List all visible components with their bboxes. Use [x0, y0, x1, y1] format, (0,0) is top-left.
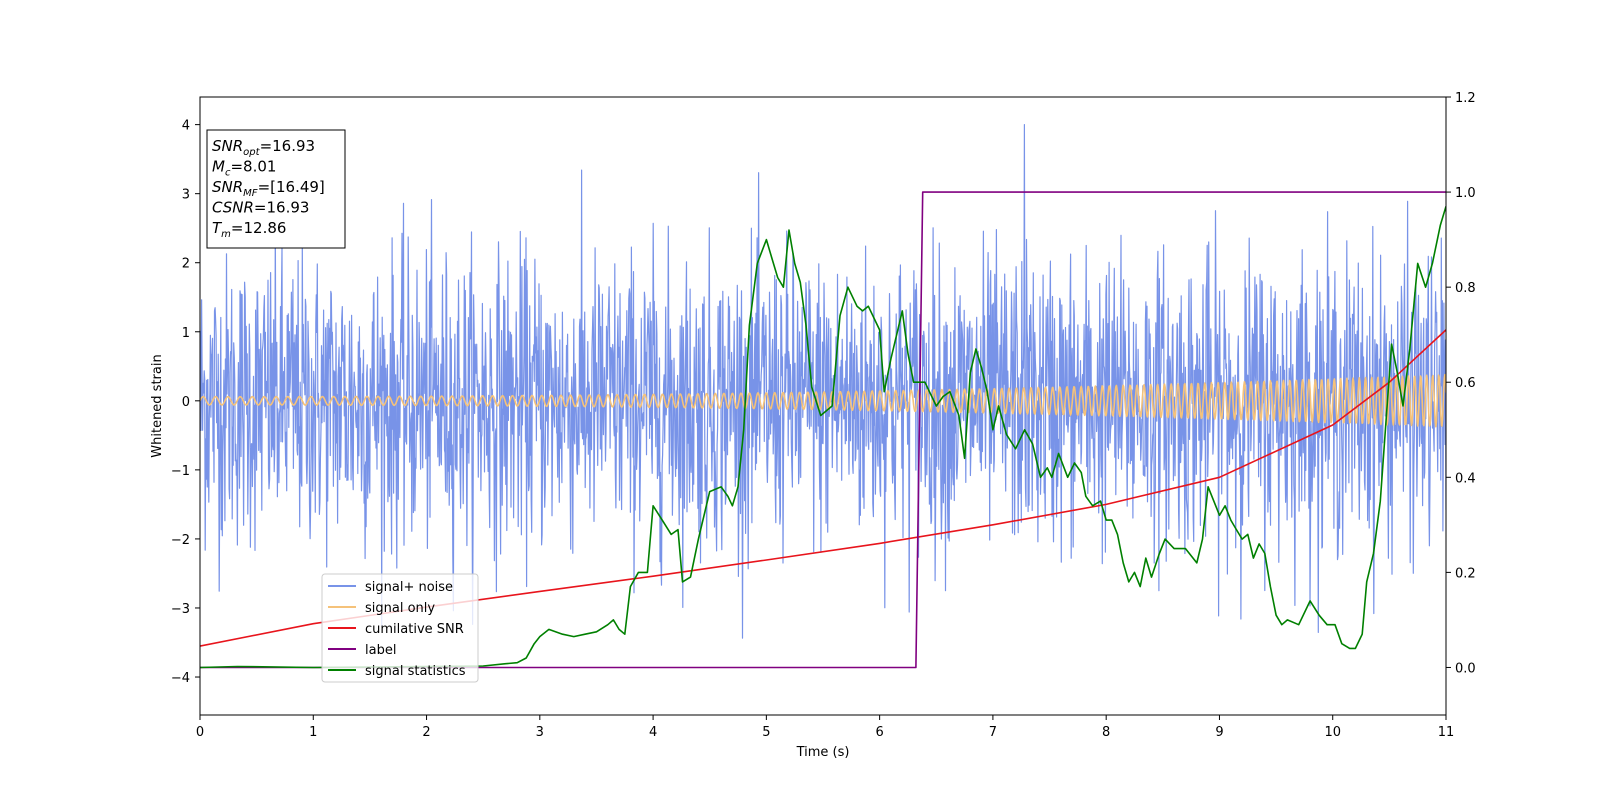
y-tick-label: −4: [171, 671, 190, 686]
annotation-line: CSNR=16.93: [212, 199, 309, 217]
x-tick-label: 1: [309, 725, 317, 740]
x-tick-label: 10: [1324, 725, 1341, 740]
annotation-line: SNRMF=[16.49]: [212, 178, 325, 199]
legend-entry: cumilative SNR: [365, 622, 464, 637]
y-tick-label: 4: [182, 119, 190, 134]
annotation-line: Mc=8.01: [212, 158, 276, 179]
annotation-frame: [206, 129, 346, 249]
x-tick-label: 4: [649, 725, 657, 740]
y-tick-label: −2: [171, 533, 190, 548]
legend: signal+ noise signal only cumilative SNR la…: [321, 573, 479, 683]
series-line-1: [200, 373, 1446, 428]
y2-tick-label: 1.0: [1455, 186, 1476, 201]
y2-tick-label: 0.2: [1455, 566, 1476, 581]
x-axis-label: Time (s): [796, 745, 850, 760]
annotation-line: SNRopt=16.93: [212, 137, 315, 158]
x-tick-label: 11: [1438, 725, 1455, 740]
x-tick-label: 8: [1102, 725, 1110, 740]
x-tick-label: 2: [422, 725, 430, 740]
x-tick-label: 9: [1215, 725, 1223, 740]
y-axis-left: −4 −3 −2 −1 0 1 2 3 4: [171, 119, 200, 686]
series-line-0: [200, 124, 1446, 639]
legend-entry: signal statistics: [365, 664, 466, 679]
x-tick-label: 5: [762, 725, 770, 740]
y2-tick-label: 0.8: [1455, 281, 1476, 296]
y-tick-label: 1: [182, 326, 190, 341]
y-axis-label: Whitened strain: [150, 354, 165, 457]
y-tick-label: −1: [171, 464, 190, 479]
y2-tick-label: 0.0: [1455, 661, 1476, 676]
y2-tick-label: 0.4: [1455, 471, 1476, 486]
y-tick-label: 0: [182, 395, 190, 410]
series-line-4: [200, 206, 1446, 669]
x-tick-label: 3: [536, 725, 544, 740]
annotation-box: SNRopt=16.93Mc=8.01SNRMF=[16.49]CSNR=16.…: [206, 129, 346, 249]
y-tick-label: −3: [171, 602, 190, 617]
plot-frame: [199, 96, 1447, 716]
series-line-3: [200, 191, 1446, 669]
y-tick-label: 3: [182, 188, 190, 203]
legend-entry: label: [365, 643, 396, 658]
legend-entry: signal only: [365, 601, 435, 616]
legend-frame: [321, 573, 479, 683]
annotation-line: Tm=12.86: [212, 219, 286, 240]
x-tick-label: 6: [875, 725, 883, 740]
x-axis: 0 1 2 3 4 5 6 7 8 9 10 11: [196, 715, 1454, 740]
x-tick-label: 0: [196, 725, 204, 740]
y-tick-label: 2: [182, 257, 190, 272]
y2-tick-label: 1.2: [1455, 91, 1476, 106]
y2-tick-label: 0.6: [1455, 376, 1476, 391]
y-axis-right: 0.0 0.2 0.4 0.6 0.8 1.0 1.2: [1446, 91, 1476, 676]
x-tick-label: 7: [989, 725, 997, 740]
legend-entry: signal+ noise: [365, 580, 453, 595]
